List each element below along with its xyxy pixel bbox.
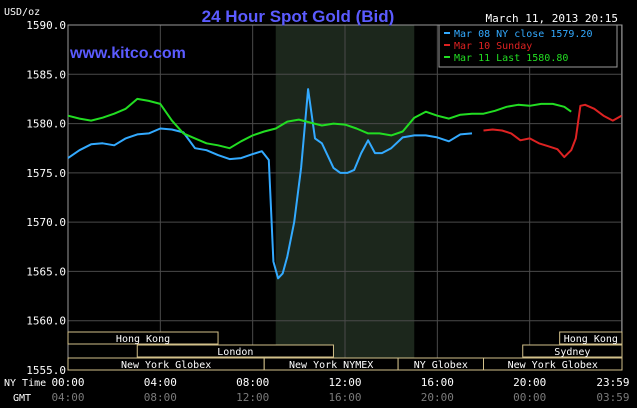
y-tick-label: 1570.0 <box>26 216 66 229</box>
x-tick-label-gmt: 00:00 <box>513 391 546 404</box>
session-label: London <box>217 347 253 358</box>
session-label: New York Globex <box>121 360 211 371</box>
x-tick-label-gmt: 12:00 <box>236 391 269 404</box>
session-label: New York NYMEX <box>289 360 373 371</box>
legend-entry: Mar 10 Sunday <box>454 41 532 52</box>
y-axis-ticks: 1590.0 1585.0 1580.0 1575.0 1570.0 1565.0 1560… <box>26 19 66 377</box>
y-tick-label: 1590.0 <box>26 19 66 32</box>
series-lines <box>67 88 622 280</box>
x-tick-label-gmt: 20:00 <box>421 391 454 404</box>
session-box <box>522 344 623 358</box>
session-label: NY Globex <box>414 360 468 371</box>
session-box <box>483 357 623 371</box>
chart-title: 24 Hour Spot Gold (Bid) <box>202 7 395 26</box>
x-tick-label-gmt: 04:00 <box>51 391 84 404</box>
y-tick-label: 1565.0 <box>26 265 66 278</box>
legend-entry: Mar 11 Last 1580.80 <box>454 53 568 64</box>
x-tick-label-ny: 16:00 <box>421 376 454 389</box>
x-tick-label-gmt: 08:00 <box>144 391 177 404</box>
x-tick-label-ny: 23:59 <box>596 376 629 389</box>
x-tick-label-gmt: 03:59 <box>596 391 629 404</box>
date-label: March 11, 2013 20:15 <box>486 12 618 25</box>
session-label: Sydney <box>554 347 590 358</box>
session-box <box>559 331 623 345</box>
y-axis-unit: USD/oz <box>4 7 40 18</box>
x-tick-label-ny: 20:00 <box>513 376 546 389</box>
legend-entry: Mar 08 NY close 1579.20 <box>454 29 592 40</box>
gmt-axis-label: GMT <box>13 393 31 404</box>
y-tick-label: 1575.0 <box>26 167 66 180</box>
series-line <box>483 103 622 159</box>
y-tick-label: 1555.0 <box>26 364 66 377</box>
y-tick-label: 1585.0 <box>26 68 66 81</box>
x-tick-label-ny: 08:00 <box>236 376 269 389</box>
legend-box <box>438 24 618 68</box>
x-tick-label-ny: 12:00 <box>328 376 361 389</box>
x-tick-label-ny: 00:00 <box>51 376 84 389</box>
x-tick-label-ny: 04:00 <box>144 376 177 389</box>
series-line <box>67 88 473 280</box>
market-sessions: Hong Kong Hong Kong Sydney London New York G… <box>67 331 623 371</box>
x-axis-ticks: NY Time GMT 00:00 04:00 04:00 08:00 08:00 12:… <box>4 376 630 404</box>
y-tick-label: 1560.0 <box>26 315 66 328</box>
series-line <box>67 97 572 150</box>
ny-time-axis-label: NY Time <box>4 378 46 389</box>
brand-watermark: www.kitco.com <box>69 45 186 62</box>
session-box <box>67 331 219 345</box>
x-tick-label-gmt: 16:00 <box>328 391 361 404</box>
y-tick-label: 1580.0 <box>26 118 66 131</box>
session-box <box>136 344 334 358</box>
session-label: Hong Kong <box>116 334 170 345</box>
session-label: New York Globex <box>508 360 598 371</box>
session-label: Hong Kong <box>564 334 618 345</box>
